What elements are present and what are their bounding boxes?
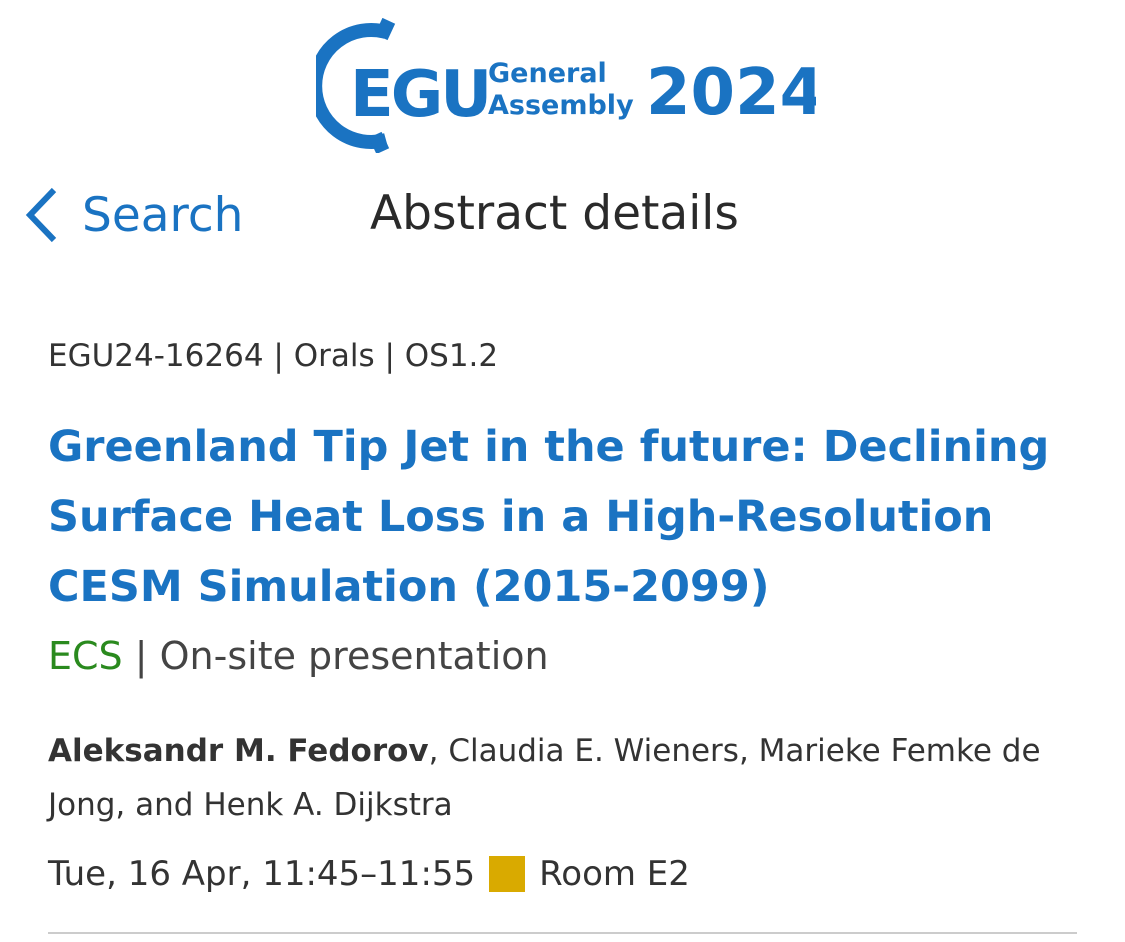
divider — [48, 932, 1077, 934]
presenting-author: Aleksandr M. Fedorov — [48, 733, 429, 769]
abstract-title: Greenland Tip Jet in the future: Declini… — [48, 422, 1050, 612]
egu-logo: EGU General Assembly 2024 — [308, 17, 824, 155]
separator: | — [122, 634, 160, 678]
svg-text:2024: 2024 — [646, 56, 816, 130]
room-text: Room E2 — [539, 854, 690, 894]
authors: Aleksandr M. Fedorov, Claudia E. Wieners… — [48, 724, 1078, 832]
other-authors: , Claudia E. Wieners, Marieke Femke de J… — [48, 733, 1041, 823]
room-color-square — [489, 856, 526, 892]
chevron-left-icon — [25, 187, 57, 243]
svg-text:EGU: EGU — [350, 58, 489, 132]
page-title: Abstract details — [370, 186, 739, 241]
ecs-badge: ECS — [48, 634, 123, 678]
presentation-info: ECS | On-site presentation — [48, 634, 549, 678]
time-text: Tue, 16 Apr, 11:45–11:55 — [48, 854, 476, 894]
back-label: Search — [82, 187, 244, 243]
back-to-search-button[interactable]: Search — [24, 186, 243, 244]
svg-text:General: General — [488, 58, 607, 89]
svg-text:Assembly: Assembly — [488, 90, 634, 121]
session-time: Tue, 16 Apr, 11:45–11:55 Room E2 — [48, 854, 690, 894]
abstract-meta: EGU24-16264 | Orals | OS1.2 — [48, 338, 499, 374]
presentation-type: On-site presentation — [159, 634, 549, 678]
